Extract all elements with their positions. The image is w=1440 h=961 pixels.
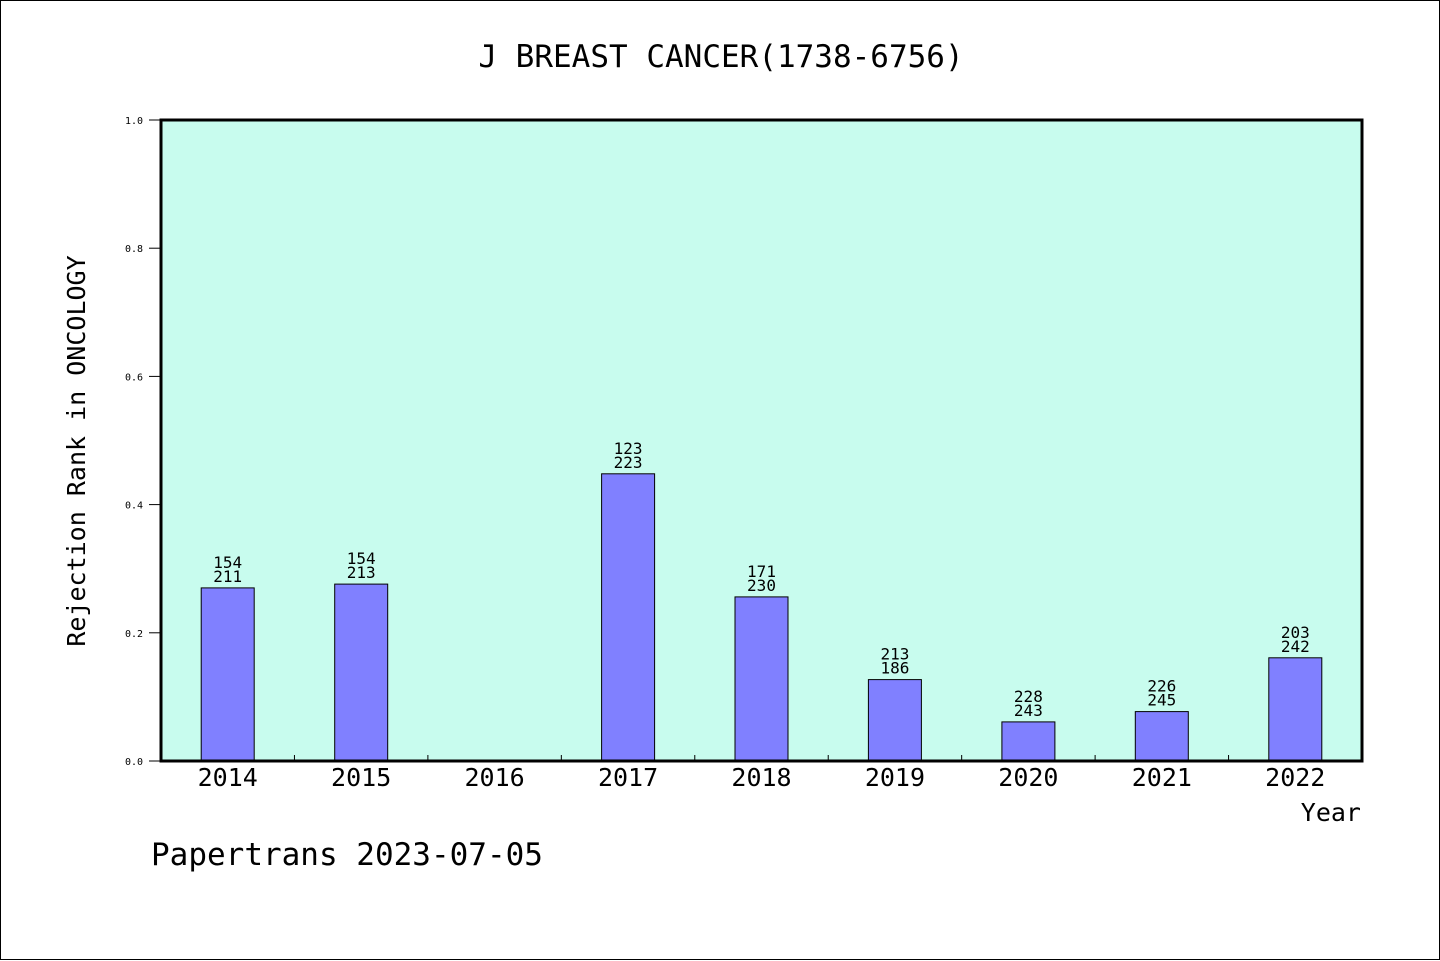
bar-label-top-2015: 154 [347, 549, 376, 568]
x-tick-label-2017: 2017 [598, 763, 658, 792]
bar-label-top-2017: 123 [614, 439, 643, 458]
bar-2015 [334, 583, 389, 762]
chart-title: J BREAST CANCER(1738-6756) [478, 39, 963, 75]
x-tick-label-2015: 2015 [331, 763, 391, 792]
bar-label-top-2019: 213 [880, 645, 909, 664]
x-tick-label-2018: 2018 [731, 763, 791, 792]
y-tick-label: 0.2 [125, 629, 143, 640]
bar-label-group: 1542111542131232231712302131862282432262… [213, 439, 1309, 720]
bar-label-bottom-2017: 223 [614, 453, 643, 472]
bar-label-top-2022: 203 [1281, 623, 1310, 642]
x-tick-label-2020: 2020 [998, 763, 1058, 792]
x-tick-label-2022: 2022 [1265, 763, 1325, 792]
bar-2018 [734, 596, 789, 762]
y-axis-label: Rejection Rank in ONCOLOGY [62, 255, 91, 646]
x-axis-label: Year [1301, 798, 1361, 827]
bar-label-bottom-2020: 243 [1014, 701, 1043, 720]
bar-2014 [200, 587, 255, 762]
bar-label-bottom-2019: 186 [880, 659, 909, 678]
bar-2020 [1001, 721, 1056, 762]
x-tick-label-2021: 2021 [1132, 763, 1192, 792]
bar-group [200, 473, 1323, 762]
footer-text: Papertrans 2023-07-05 [151, 837, 543, 873]
bar-label-top-2018: 171 [747, 562, 776, 581]
y-axis-ticks: 0.0 0.2 0.4 0.6 0.8 1.0 [125, 116, 161, 768]
x-tick-label-2016: 2016 [465, 763, 525, 792]
bar-label-top-2014: 154 [213, 553, 242, 572]
bar-2017 [601, 473, 656, 762]
bar-label-bottom-2021: 245 [1147, 691, 1176, 710]
bar-label-top-2020: 228 [1014, 687, 1043, 706]
y-tick-label: 0.6 [125, 372, 143, 383]
bar-label-bottom-2015: 213 [347, 563, 376, 582]
bar-2019 [867, 679, 922, 762]
y-tick-label: 0.0 [125, 757, 143, 768]
bar-label-bottom-2014: 211 [213, 567, 242, 586]
plot-border [159, 118, 1364, 763]
y-tick-label: 0.8 [125, 244, 143, 255]
bar-label-bottom-2018: 230 [747, 576, 776, 595]
bar-2022 [1268, 657, 1323, 762]
y-tick-label: 0.4 [125, 501, 143, 512]
bar-label-top-2021: 226 [1147, 677, 1176, 696]
bar-2021 [1134, 711, 1189, 762]
x-axis-ticks: 2014 2015 2016 2017 2018 2019 2020 2021 2022 [198, 755, 1325, 792]
y-tick-label: 1.0 [125, 116, 143, 127]
bar-label-bottom-2022: 242 [1281, 637, 1310, 656]
x-tick-label-2014: 2014 [198, 763, 258, 792]
x-tick-label-2019: 2019 [865, 763, 925, 792]
